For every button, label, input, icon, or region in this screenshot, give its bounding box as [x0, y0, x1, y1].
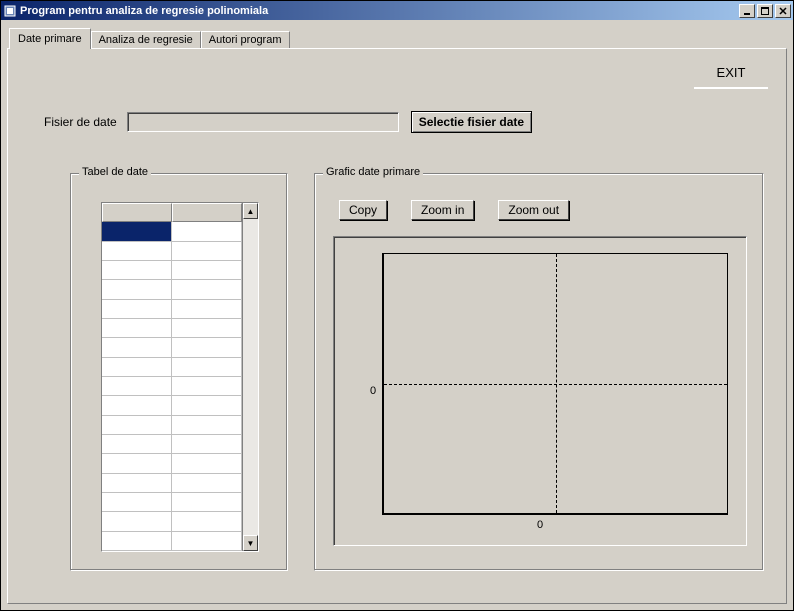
grid-cell[interactable] [102, 532, 172, 551]
grid-cell[interactable] [172, 454, 242, 473]
scroll-up-button[interactable]: ▲ [243, 203, 258, 219]
app-window: Program pentru analiza de regresie polin… [0, 0, 794, 611]
grid-vscrollbar[interactable]: ▲ ▼ [242, 203, 258, 551]
tab-strip: Date primare Analiza de regresie Autori … [9, 28, 787, 48]
maximize-button[interactable] [757, 4, 773, 18]
file-path-field[interactable] [127, 112, 399, 132]
table-row [102, 396, 242, 415]
table-row [102, 474, 242, 493]
scroll-down-button[interactable]: ▼ [243, 535, 258, 551]
grid-cell[interactable] [102, 280, 172, 299]
grid-cell[interactable] [172, 435, 242, 454]
grid-cell[interactable] [172, 532, 242, 551]
grid-header-row [102, 203, 242, 222]
grid-cell[interactable] [172, 280, 242, 299]
table-row [102, 222, 242, 241]
chart-toolbar: Copy Zoom in Zoom out [339, 200, 569, 220]
grid-cell[interactable] [172, 512, 242, 531]
table-row [102, 300, 242, 319]
grid-cell[interactable] [102, 454, 172, 473]
grid-cell[interactable] [172, 493, 242, 512]
grid-cell[interactable] [172, 358, 242, 377]
zoom-in-button[interactable]: Zoom in [411, 200, 474, 220]
copy-button[interactable]: Copy [339, 200, 387, 220]
file-row: Fisier de date Selectie fisier date [44, 111, 532, 133]
table-row [102, 319, 242, 338]
y-axis-origin-label: 0 [370, 385, 376, 397]
grid-cell[interactable] [172, 242, 242, 261]
table-row [102, 493, 242, 512]
grid-cells [102, 203, 242, 551]
grid-cell[interactable] [102, 242, 172, 261]
tab-analiza-regresie[interactable]: Analiza de regresie [91, 31, 201, 48]
grid-header-1[interactable] [172, 203, 242, 222]
grid-cell[interactable] [102, 474, 172, 493]
data-grid[interactable]: ▲ ▼ [101, 202, 259, 552]
grid-cell[interactable] [172, 377, 242, 396]
window-title: Program pentru analiza de regresie polin… [20, 5, 739, 17]
grid-cell[interactable] [102, 319, 172, 338]
table-row [102, 435, 242, 454]
chart-frame: 0 0 [333, 236, 747, 546]
grid-cell[interactable] [172, 474, 242, 493]
table-row [102, 454, 242, 473]
grid-cell[interactable] [172, 261, 242, 280]
table-row [102, 532, 242, 551]
table-row [102, 358, 242, 377]
tab-date-primare[interactable]: Date primare [9, 28, 91, 49]
exit-button[interactable]: EXIT [694, 65, 768, 89]
grid-cell[interactable] [102, 300, 172, 319]
grid-cell[interactable] [172, 338, 242, 357]
grid-cell[interactable] [102, 358, 172, 377]
grid-cell[interactable] [172, 416, 242, 435]
group-grafic-date-primare: Grafic date primare Copy Zoom in Zoom ou… [314, 173, 764, 571]
grid-cell[interactable] [102, 377, 172, 396]
tab-autori-program[interactable]: Autori program [201, 31, 290, 48]
close-button[interactable] [775, 4, 791, 18]
x-axis-origin-label: 0 [537, 519, 543, 531]
grid-cell-selected[interactable] [102, 222, 172, 241]
title-bar[interactable]: Program pentru analiza de regresie polin… [1, 1, 793, 20]
table-row [102, 416, 242, 435]
group-tabel-de-date: Tabel de date [70, 173, 288, 571]
window-controls [739, 4, 793, 18]
grid-cell[interactable] [172, 222, 242, 241]
minimize-button[interactable] [739, 4, 755, 18]
grid-cell[interactable] [172, 396, 242, 415]
grid-cell[interactable] [102, 512, 172, 531]
grid-cell[interactable] [102, 435, 172, 454]
zoom-out-button[interactable]: Zoom out [498, 200, 569, 220]
grid-cell[interactable] [102, 416, 172, 435]
client-area: Date primare Analiza de regresie Autori … [1, 20, 793, 610]
file-field-label: Fisier de date [44, 115, 117, 129]
select-file-button[interactable]: Selectie fisier date [411, 111, 532, 133]
app-icon [3, 4, 17, 18]
grid-cell[interactable] [102, 338, 172, 357]
scroll-track[interactable] [243, 219, 258, 535]
horizontal-guide [384, 384, 727, 385]
table-row [102, 377, 242, 396]
grid-header-0[interactable] [102, 203, 172, 222]
table-row [102, 280, 242, 299]
grid-cell[interactable] [172, 300, 242, 319]
grid-cell[interactable] [102, 493, 172, 512]
group-grafic-legend: Grafic date primare [323, 166, 423, 178]
table-row [102, 512, 242, 531]
table-row [102, 242, 242, 261]
table-row [102, 338, 242, 357]
group-tabel-legend: Tabel de date [79, 166, 151, 178]
tab-panel-date-primare: EXIT Fisier de date Selectie fisier date… [7, 48, 787, 604]
plot-area[interactable] [382, 253, 728, 515]
grid-cell[interactable] [172, 319, 242, 338]
table-row [102, 261, 242, 280]
grid-cell[interactable] [102, 261, 172, 280]
grid-cell[interactable] [102, 396, 172, 415]
